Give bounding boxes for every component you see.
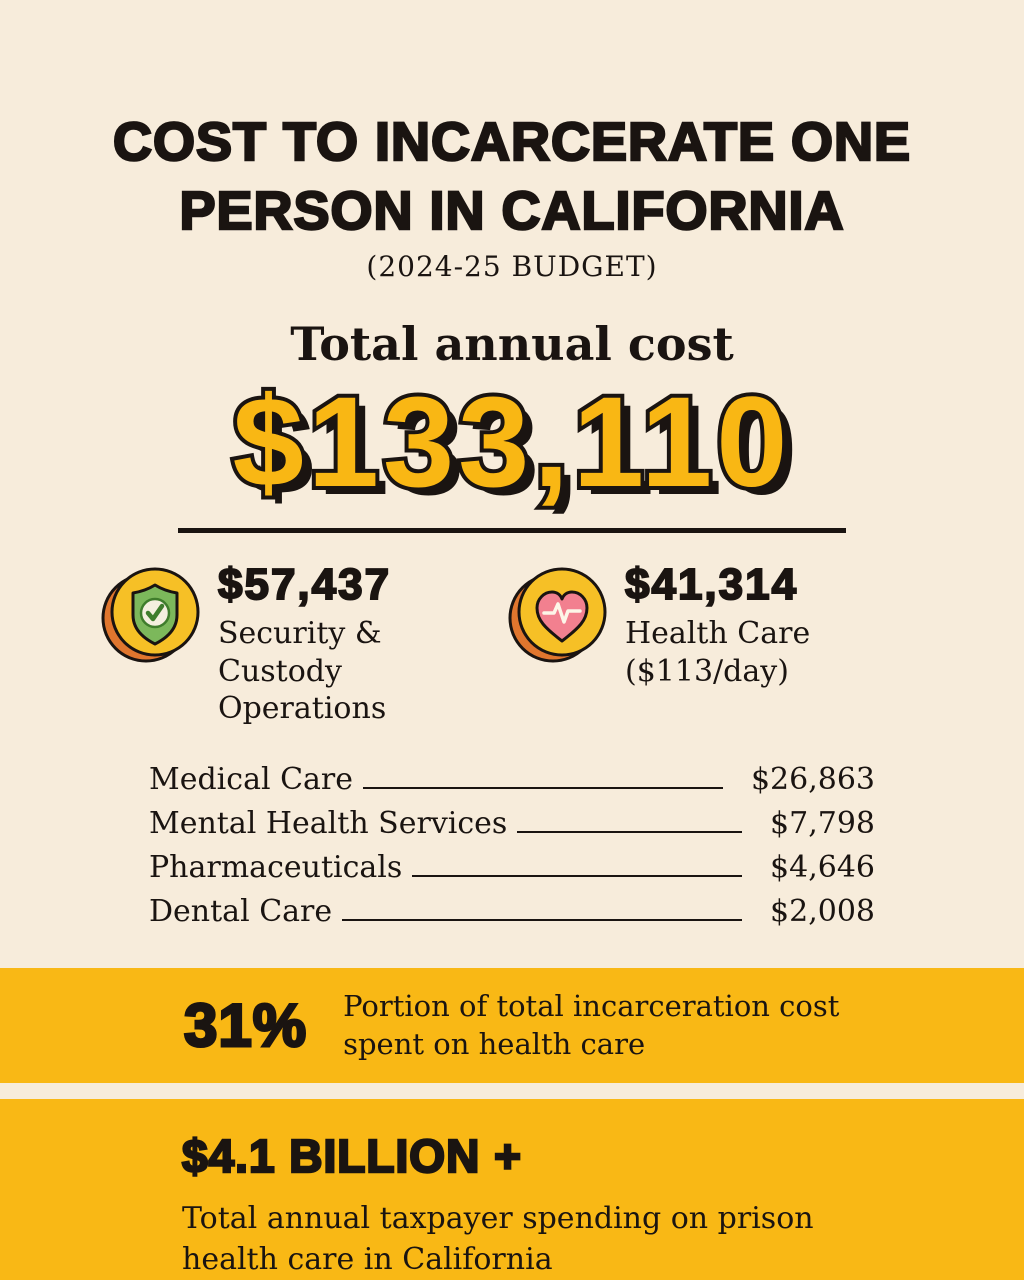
- header: COST TO INCARCERATE ONE PERSON IN CALIFO…: [0, 108, 1024, 283]
- taxpayer-spending-description: Total annual taxpayer spending on prison…: [182, 1201, 814, 1277]
- breakdown-row-mental-health: Mental Health Services $7,798: [149, 806, 875, 841]
- total-annual-cost-label: Total annual cost: [290, 317, 734, 372]
- section-divider: [178, 528, 846, 534]
- health-care-cost-label: Health Care ($113/day): [625, 616, 811, 689]
- breakdown-value: $4,646: [770, 849, 875, 885]
- shield-check-coin-icon: [100, 563, 204, 667]
- breakdown-row-pharmaceuticals: Pharmaceuticals $4,646: [149, 850, 875, 885]
- total-annual-cost-section: Total annual cost $133,110: [0, 283, 1024, 534]
- leader-line: [517, 830, 743, 833]
- breakdown-value: $7,798: [770, 805, 875, 841]
- taxpayer-spending-banner: $4.1 BILLION + Total annual taxpayer spe…: [0, 1099, 1024, 1280]
- health-care-share-banner: 31% Portion of total incarceration cost …: [0, 967, 1024, 1084]
- breakdown-label: Dental Care: [149, 893, 333, 929]
- health-stat-text: $41,314 Health Care ($113/day): [624, 559, 914, 690]
- leader-line: [342, 918, 743, 921]
- leader-line: [412, 874, 743, 877]
- breakdown-label: Medical Care: [149, 761, 354, 797]
- breakdown-row-medical-care: Medical Care $26,863: [149, 762, 875, 797]
- heart-ecg-coin-icon: [507, 563, 611, 667]
- security-cost-value: $57,437: [217, 559, 392, 610]
- breakdown-label: Mental Health Services: [149, 805, 508, 841]
- taxpayer-spending-value: $4.1 BILLION +: [181, 1129, 522, 1184]
- breakdown-value: $26,863: [750, 761, 875, 797]
- title-line-1: COST TO INCARCERATE ONE: [112, 111, 912, 174]
- leader-line: [363, 786, 723, 789]
- budget-year-subtitle: (2024-25 BUDGET): [366, 250, 658, 284]
- security-custody-stat: $57,437 Security & Custody Operations: [100, 559, 507, 728]
- banner-gap: [0, 1083, 1024, 1099]
- breakdown-value: $2,008: [770, 893, 875, 929]
- health-care-share-content: 31% Portion of total incarceration cost …: [182, 988, 883, 1063]
- title-line-2: PERSON IN CALIFORNIA: [178, 180, 845, 243]
- health-care-stat: $41,314 Health Care ($113/day): [507, 559, 914, 728]
- health-care-share-value: 31%: [182, 991, 308, 1059]
- page-title: COST TO INCARCERATE ONE PERSON IN CALIFO…: [0, 108, 1024, 246]
- health-care-cost-value: $41,314: [624, 559, 799, 610]
- health-care-share-description: Portion of total incarceration cost spen…: [343, 988, 840, 1061]
- breakdown-row-dental-care: Dental Care $2,008: [149, 894, 875, 929]
- breakdown-label: Pharmaceuticals: [149, 849, 403, 885]
- health-care-breakdown-list: Medical Care $26,863 Mental Health Servi…: [149, 762, 875, 938]
- total-annual-cost-value: $133,110: [229, 368, 792, 517]
- security-cost-label: Security & Custody Operations: [218, 616, 387, 727]
- security-stat-text: $57,437 Security & Custody Operations: [217, 559, 507, 728]
- cost-categories-section: $57,437 Security & Custody Operations $4…: [0, 559, 1024, 728]
